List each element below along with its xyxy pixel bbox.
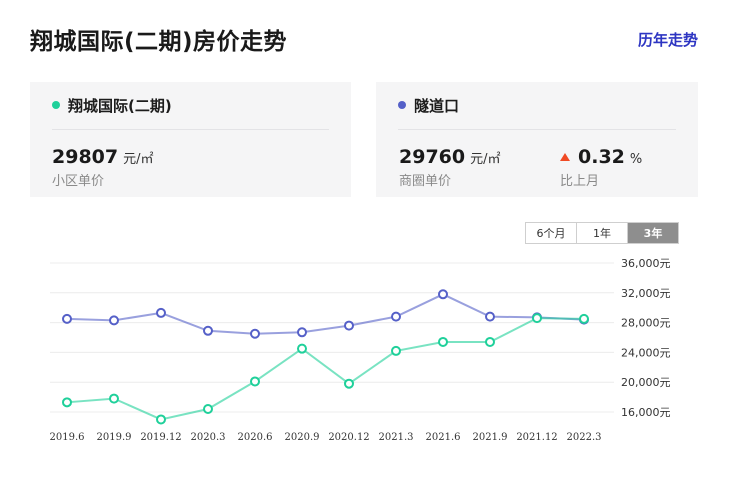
data-point: [109, 393, 119, 404]
data-point: [62, 397, 72, 408]
monthly-change-value: 0.32: [578, 146, 625, 168]
district-card-header: 隧道口: [398, 95, 459, 115]
data-point: [203, 404, 213, 415]
x-tick-label: 2019.9: [97, 432, 132, 443]
y-tick-label: 28,000元: [621, 317, 671, 330]
data-point: [438, 336, 448, 347]
community-card-header: 翔城国际(二期): [52, 95, 172, 115]
district-price-block: 29760 元/㎡ 商圈单价: [399, 146, 501, 189]
tab-1-year[interactable]: 1年: [577, 223, 628, 243]
time-range-tabs: 6个月 1年 3年: [525, 222, 679, 244]
district-price-card: 隧道口 29760 元/㎡ 商圈单价 0.32 % 比上月: [376, 82, 698, 197]
data-point: [250, 376, 260, 387]
series-line-0: [66, 293, 585, 335]
x-tick-label: 2021.9: [473, 432, 508, 443]
tab-3-years[interactable]: 3年: [628, 223, 678, 243]
community-name: 翔城国际(二期): [68, 96, 172, 115]
x-tick-label: 2020.6: [238, 432, 273, 443]
up-arrow-icon: [560, 153, 570, 161]
y-tick-label: 36,000元: [621, 257, 671, 270]
district-dot-icon: [398, 101, 406, 109]
data-point: [297, 343, 307, 354]
community-price-caption: 小区单价: [52, 174, 105, 189]
card-divider: [52, 129, 329, 130]
data-point: [391, 345, 401, 356]
data-point: [438, 289, 448, 300]
x-tick-label: 2021.3: [379, 432, 414, 443]
community-price-unit: 元/㎡: [123, 152, 154, 167]
data-point: [297, 327, 307, 338]
community-price-block: 29807 元/㎡ 小区单价: [52, 146, 154, 189]
y-tick-label: 32,000元: [621, 287, 671, 300]
x-tick-label: 2020.3: [191, 432, 226, 443]
data-point: [156, 414, 166, 425]
data-point: [532, 313, 542, 324]
data-point: [203, 325, 213, 336]
data-point: [344, 378, 354, 389]
x-tick-label: 2019.6: [50, 432, 85, 443]
x-tick-label: 2021.12: [516, 432, 557, 443]
community-price-card: 翔城国际(二期) 29807 元/㎡ 小区单价: [30, 82, 351, 197]
data-point: [344, 320, 354, 331]
x-tick-label: 2022.3: [567, 432, 602, 443]
district-price-unit: 元/㎡: [470, 152, 501, 167]
y-tick-label: 16,000元: [621, 406, 671, 419]
card-divider: [398, 129, 676, 130]
district-name: 隧道口: [414, 96, 460, 115]
x-tick-label: 2020.9: [285, 432, 320, 443]
x-tick-label: 2020.12: [328, 432, 369, 443]
history-trend-link[interactable]: 历年走势: [637, 31, 698, 49]
data-point: [485, 311, 495, 322]
district-price-value: 29760: [399, 146, 466, 168]
y-tick-label: 24,000元: [621, 346, 671, 359]
community-dot-icon: [52, 101, 60, 109]
page-title: 翔城国际(二期)房价走势: [30, 29, 288, 55]
price-trend-chart: 36,000元 32,000元 28,000元 24,000元 20,000元 16,00…: [50, 257, 671, 443]
data-point: [250, 328, 260, 339]
y-tick-label: 20,000元: [621, 376, 671, 389]
x-tick-label: 2019.12: [140, 432, 181, 443]
data-point: [391, 311, 401, 322]
monthly-change-caption: 比上月: [560, 174, 600, 189]
data-point: [579, 313, 589, 324]
data-point: [62, 313, 72, 324]
tab-6-months[interactable]: 6个月: [526, 223, 577, 243]
data-point: [485, 336, 495, 347]
x-tick-label: 2021.6: [426, 432, 461, 443]
monthly-change-unit: %: [629, 152, 643, 167]
community-price-value: 29807: [52, 146, 119, 168]
series-line-1: [66, 317, 585, 421]
district-price-caption: 商圈单价: [399, 174, 452, 189]
data-point: [109, 315, 119, 326]
monthly-change-block: 0.32 % 比上月: [560, 146, 642, 189]
data-point: [156, 307, 166, 318]
